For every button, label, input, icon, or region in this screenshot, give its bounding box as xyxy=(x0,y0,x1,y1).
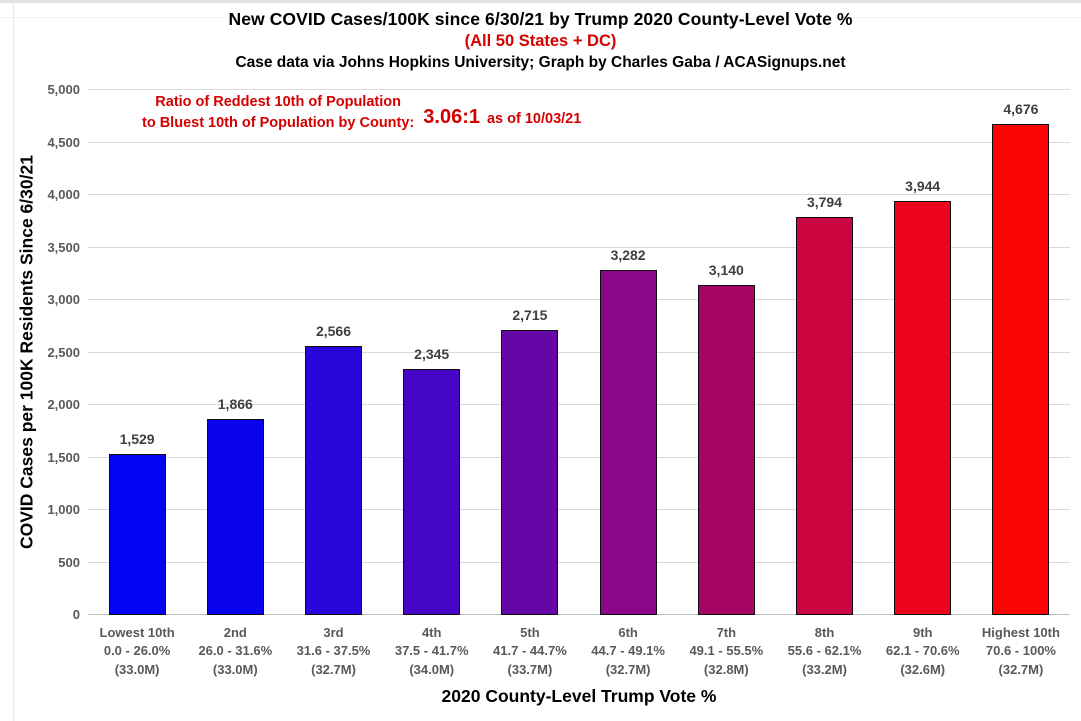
gridline xyxy=(88,89,1070,90)
x-category-tier: 6th xyxy=(618,625,638,640)
x-category-tier: Lowest 10th xyxy=(99,625,175,640)
x-category-population: (32.7M) xyxy=(605,661,651,677)
gridline xyxy=(88,509,1070,510)
x-category-label: Lowest 10th 0.0 - 26.0% (33.0M) xyxy=(88,624,186,679)
gridline xyxy=(88,299,1070,300)
y-tick-label: 2,000 xyxy=(47,397,80,412)
x-category-label: 6th 44.7 - 49.1% (32.7M) xyxy=(579,624,677,679)
x-category-tier: 9th xyxy=(912,625,933,640)
y-tick-label: 1,500 xyxy=(47,449,80,465)
x-category-label: Highest 10th 70.6 - 100% (32.7M) xyxy=(972,624,1070,679)
x-category-range: 44.7 - 49.1% xyxy=(591,643,665,659)
ratio-value: 3.06:1 xyxy=(423,105,480,128)
x-category-range: 0.0 - 26.0% xyxy=(103,643,171,659)
x-category-population: (33.0M) xyxy=(212,661,258,677)
y-tick-label: 3,000 xyxy=(47,292,80,307)
bar-value-label: 3,794 xyxy=(806,193,843,210)
bar-value-label: 4,676 xyxy=(1003,101,1039,118)
plot-area: 1,529 1,866 2,566 2,345 2,715 3,282 3,140 3,794… xyxy=(88,89,1070,615)
frame-line-top xyxy=(0,0,1081,3)
x-category-population: (33.7M) xyxy=(507,661,553,677)
x-category-range: 49.1 - 55.5% xyxy=(689,643,764,659)
x-category-population: (32.7M) xyxy=(998,661,1044,677)
ratio-annotation-value-row: 3.06:1 as of 10/03/21 xyxy=(423,106,581,129)
y-tick-label: 5,000 xyxy=(47,82,80,97)
gridline xyxy=(88,194,1070,195)
bar-value-label: 2,566 xyxy=(315,322,352,339)
ratio-annotation-line2: to Bluest 10th of Population by County: xyxy=(142,115,415,132)
bar-lowest-10th xyxy=(108,454,166,615)
x-axis-category-labels: Lowest 10th 0.0 - 26.0% (33.0M) 2nd 26.0 - 3… xyxy=(88,624,1070,679)
x-category-population: (32.6M) xyxy=(900,661,946,677)
bar-value-label: 3,944 xyxy=(905,177,941,194)
x-axis-line xyxy=(88,614,1070,615)
x-category-tier: 8th xyxy=(814,625,835,640)
bar-value-label: 1,866 xyxy=(217,396,253,413)
y-tick-label: 500 xyxy=(58,554,80,570)
chart-subtitle: (All 50 States + DC) xyxy=(464,32,617,50)
bar-7th xyxy=(697,285,755,615)
x-category-label: 3rd 31.6 - 37.5% (32.7M) xyxy=(284,624,382,679)
y-tick-label: 2,500 xyxy=(47,344,80,360)
x-category-label: 9th 62.1 - 70.6% (32.6M) xyxy=(874,624,972,679)
x-category-tier: 5th xyxy=(520,625,540,640)
x-category-population: (34.0M) xyxy=(409,661,455,677)
x-category-range: 62.1 - 70.6% xyxy=(885,643,960,659)
x-category-tier: Highest 10th xyxy=(981,625,1060,640)
bar-value-label: 3,282 xyxy=(610,247,646,264)
chart-title: New COVID Cases/100K since 6/30/21 by Tr… xyxy=(228,9,853,29)
x-category-label: 7th 49.1 - 55.5% (32.8M) xyxy=(677,624,775,679)
x-category-population: (33.0M) xyxy=(114,661,160,677)
x-category-tier: 7th xyxy=(716,625,737,640)
y-tick-label: 4,500 xyxy=(47,134,80,150)
y-tick-label: 0 xyxy=(72,607,80,622)
bar-3rd xyxy=(305,345,362,615)
bar-value-label: 1,529 xyxy=(119,431,155,448)
x-axis-title: 2020 County-Level Trump Vote % xyxy=(441,686,717,706)
bar-8th xyxy=(796,216,853,615)
x-category-tier: 4th xyxy=(421,625,442,640)
gridline xyxy=(88,351,1070,353)
x-category-range: 70.6 - 100% xyxy=(985,643,1056,659)
x-category-range: 26.0 - 31.6% xyxy=(198,643,273,659)
x-category-range: 55.6 - 62.1% xyxy=(787,643,862,659)
ratio-as-of-date: as of 10/03/21 xyxy=(486,110,582,127)
gridline xyxy=(88,246,1070,248)
x-category-population: (32.7M) xyxy=(311,661,356,677)
y-tick-label: 4,000 xyxy=(47,187,80,202)
bar-highest-10th xyxy=(992,124,1050,615)
x-category-label: 5th 41.7 - 44.7% (33.7M) xyxy=(481,624,579,679)
x-category-range: 31.6 - 37.5% xyxy=(296,643,371,659)
frame-line-row xyxy=(0,17,1081,18)
gridline xyxy=(88,404,1070,405)
bar-9th xyxy=(894,200,952,615)
x-category-label: 4th 37.5 - 41.7% (34.0M) xyxy=(383,624,481,679)
ratio-annotation-line1: Ratio of Reddest 10th of Population xyxy=(155,94,401,110)
y-tick-label: 1,000 xyxy=(47,502,80,517)
bar-5th xyxy=(501,329,559,615)
bar-value-label: 2,345 xyxy=(414,345,450,362)
bar-6th xyxy=(599,270,657,615)
frame-line-left xyxy=(13,0,14,721)
gridline xyxy=(88,456,1070,458)
x-category-tier: 2nd xyxy=(223,625,247,640)
bar-2nd xyxy=(206,419,264,615)
x-category-population: (32.8M) xyxy=(703,661,749,677)
chart-credit-line: Case data via Johns Hopkins University; … xyxy=(235,54,846,71)
x-category-range: 37.5 - 41.7% xyxy=(394,643,469,659)
bar-4th xyxy=(403,368,461,615)
bar-value-label: 3,140 xyxy=(708,262,744,279)
x-category-label: 2nd 26.0 - 31.6% (33.0M) xyxy=(186,624,284,679)
x-category-tier: 3rd xyxy=(323,625,344,640)
x-category-population: (33.2M) xyxy=(802,661,847,677)
y-tick-label: 3,500 xyxy=(47,239,80,255)
x-category-range: 41.7 - 44.7% xyxy=(493,643,567,659)
gridline xyxy=(88,141,1070,143)
bar-value-label: 2,715 xyxy=(512,306,548,323)
ratio-annotation: Ratio of Reddest 10th of Population to B… xyxy=(142,92,581,134)
ratio-annotation-text: Ratio of Reddest 10th of Population to B… xyxy=(142,92,414,134)
x-category-label: 8th 55.6 - 62.1% (33.2M) xyxy=(775,624,873,679)
gridline xyxy=(88,561,1070,563)
